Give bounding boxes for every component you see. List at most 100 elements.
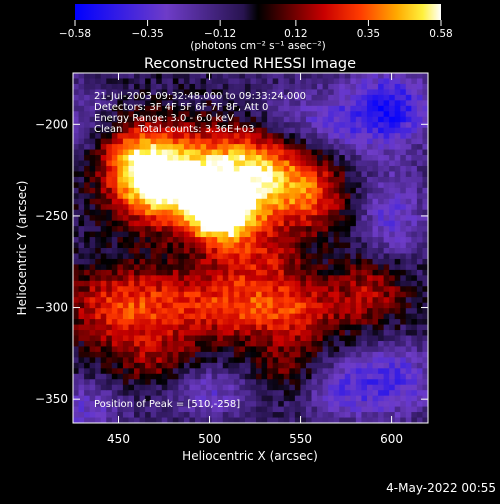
heatmap-pixel	[317, 226, 324, 233]
heatmap-pixel	[106, 308, 113, 315]
heatmap-pixel	[200, 204, 207, 211]
heatmap-pixel	[84, 165, 91, 173]
heatmap-pixel	[73, 105, 80, 112]
heatmap-pixel	[250, 78, 257, 85]
heatmap-pixel	[172, 138, 179, 145]
heatmap-pixel	[89, 176, 96, 183]
heatmap-pixel	[206, 100, 213, 107]
heatmap-pixel	[95, 105, 102, 112]
heatmap-pixel	[289, 324, 296, 331]
heatmap-pixel	[106, 286, 113, 293]
heatmap-pixel	[139, 231, 146, 238]
heatmap-pixel	[411, 258, 418, 266]
heatmap-pixel	[200, 231, 207, 238]
heatmap-pixel	[156, 116, 163, 123]
heatmap-pixel	[294, 384, 302, 391]
heatmap-pixel	[411, 302, 418, 309]
heatmap-pixel	[366, 248, 374, 255]
heatmap-pixel	[222, 209, 229, 216]
heatmap-pixel	[311, 73, 318, 80]
heatmap-pixel	[300, 215, 307, 222]
heatmap-pixel	[156, 138, 163, 145]
heatmap-pixel	[100, 335, 107, 342]
heatmap-pixel	[361, 368, 368, 375]
heatmap-pixel	[239, 368, 246, 375]
heatmap-pixel	[78, 368, 85, 375]
heatmap-pixel	[305, 127, 313, 134]
heatmap-pixel	[361, 231, 368, 238]
heatmap-pixel	[161, 330, 168, 337]
heatmap-pixel	[294, 176, 302, 183]
heatmap-pixel	[372, 209, 379, 216]
heatmap-pixel	[322, 302, 329, 309]
heatmap-pixel	[383, 417, 390, 423]
heatmap-pixel	[134, 248, 141, 255]
heatmap-pixel	[217, 209, 224, 216]
heatmap-pixel	[183, 286, 191, 293]
heatmap-pixel	[305, 406, 313, 413]
heatmap-pixel	[355, 231, 363, 238]
heatmap-pixel	[78, 313, 85, 320]
heatmap-pixel	[300, 248, 307, 255]
heatmap-pixel	[178, 412, 185, 419]
heatmap-pixel	[206, 406, 213, 413]
heatmap-pixel	[217, 319, 224, 326]
heatmap-pixel	[233, 335, 241, 342]
heatmap-pixel	[78, 324, 85, 331]
heatmap-pixel	[250, 362, 257, 369]
heatmap-pixel	[178, 144, 185, 151]
heatmap-pixel	[78, 280, 85, 287]
heatmap-pixel	[156, 324, 163, 331]
heatmap-pixel	[383, 83, 390, 91]
heatmap-pixel	[328, 144, 335, 151]
heatmap-pixel	[383, 165, 390, 173]
heatmap-pixel	[267, 83, 274, 91]
heatmap-pixel	[350, 133, 357, 140]
heatmap-pixel	[122, 351, 130, 358]
heatmap-pixel	[172, 357, 179, 364]
heatmap-pixel	[95, 269, 102, 276]
heatmap-pixel	[106, 362, 113, 369]
heatmap-pixel	[228, 379, 235, 386]
heatmap-pixel	[366, 144, 374, 151]
heatmap-pixel	[150, 313, 157, 320]
heatmap-pixel	[122, 319, 130, 326]
heatmap-pixel	[278, 379, 285, 386]
heatmap-pixel	[100, 406, 107, 413]
heatmap-pixel	[200, 89, 207, 96]
heatmap-pixel	[305, 248, 313, 255]
heatmap-pixel	[317, 357, 324, 364]
heatmap-pixel	[383, 324, 390, 331]
heatmap-pixel	[261, 105, 268, 112]
heatmap-pixel	[167, 165, 174, 173]
heatmap-pixel	[416, 280, 424, 287]
heatmap-pixel	[73, 226, 80, 233]
heatmap-pixel	[95, 182, 102, 189]
heatmap-pixel	[89, 127, 96, 134]
heatmap-pixel	[217, 176, 224, 183]
heatmap-pixel	[150, 346, 157, 353]
heatmap-pixel	[111, 253, 118, 260]
heatmap-pixel	[355, 193, 363, 200]
heatmap-pixel	[84, 176, 91, 183]
heatmap-pixel	[405, 335, 412, 342]
heatmap-pixel	[211, 116, 218, 123]
heatmap-pixel	[333, 253, 340, 260]
heatmap-pixel	[317, 395, 324, 402]
heatmap-pixel	[206, 319, 213, 326]
heatmap-pixel	[389, 269, 396, 276]
heatmap-pixel	[195, 264, 202, 271]
heatmap-pixel	[278, 406, 285, 413]
heatmap-pixel	[239, 248, 246, 255]
heatmap-pixel	[350, 401, 357, 408]
heatmap-pixel	[317, 324, 324, 331]
heatmap-pixel	[278, 258, 285, 266]
heatmap-pixel	[161, 319, 168, 326]
heatmap-pixel	[195, 111, 202, 118]
heatmap-pixel	[278, 275, 285, 282]
heatmap-pixel	[95, 368, 102, 375]
heatmap-pixel	[305, 373, 313, 380]
heatmap-pixel	[405, 248, 412, 255]
heatmap-pixel	[366, 406, 374, 413]
heatmap-pixel	[361, 160, 368, 167]
